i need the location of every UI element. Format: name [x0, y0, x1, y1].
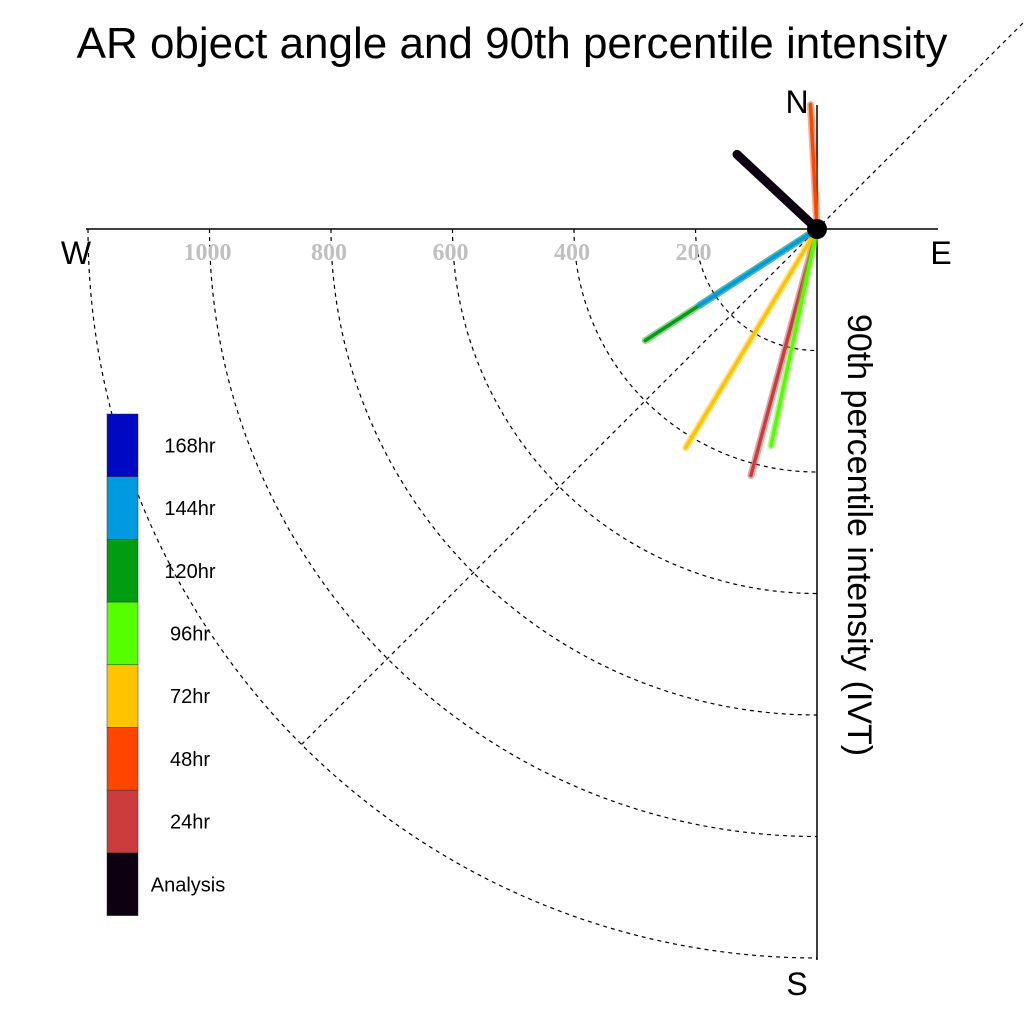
- legend-swatch: [106, 601, 139, 666]
- radial-tick-label: 200: [676, 240, 712, 266]
- grid-ring: [330, 228, 818, 716]
- legend-swatch: [106, 727, 139, 791]
- legend-swatch: [106, 789, 139, 854]
- grid-ring: [208, 228, 818, 838]
- series-lines: [641, 101, 822, 479]
- legend-label: 24hr: [170, 812, 210, 834]
- legend-label: 120hr: [164, 561, 215, 583]
- grid: [87, 21, 1024, 959]
- compass-west: W: [61, 235, 92, 271]
- y-axis-label: 90th percentile intensity (IVT): [840, 314, 878, 756]
- radial-tick-labels: 200 400 600 800 1000: [184, 240, 712, 266]
- legend-label: 96hr: [170, 623, 210, 645]
- legend: 168hr 144hr 120hr 96hr 72hr 48hr 24hr Analysis: [106, 413, 225, 916]
- compass-east: E: [930, 235, 951, 271]
- series-line: [749, 227, 819, 478]
- grid-ring: [694, 228, 818, 352]
- axes: [86, 105, 938, 960]
- radial-tick-label: 600: [433, 240, 469, 266]
- chart-title: AR object angle and 90th percentile inte…: [77, 19, 948, 68]
- radial-tick-label: 1000: [184, 240, 232, 266]
- compass-south: S: [786, 966, 807, 1002]
- legend-swatch: [106, 413, 139, 477]
- origin-marker: [807, 219, 827, 239]
- series-line: [808, 102, 819, 231]
- legend-swatch: [106, 539, 139, 603]
- legend-swatch: [106, 664, 139, 728]
- legend-label: 48hr: [170, 749, 210, 771]
- grid-ring: [87, 228, 818, 959]
- legend-swatch: [106, 852, 139, 916]
- radial-tick-label: 800: [311, 240, 347, 266]
- series-line: [683, 227, 819, 450]
- legend-label: 144hr: [164, 498, 215, 520]
- grid-diagonal: [301, 21, 1024, 745]
- radial-tick-label: 400: [554, 240, 590, 266]
- compass-north: N: [785, 84, 808, 120]
- series-line: [698, 227, 819, 307]
- series-line: [732, 149, 822, 234]
- series-line: [769, 227, 819, 448]
- legend-swatch: [106, 476, 139, 540]
- legend-label: Analysis: [151, 874, 225, 896]
- legend-label: 168hr: [164, 435, 215, 457]
- legend-label: 72hr: [170, 686, 210, 708]
